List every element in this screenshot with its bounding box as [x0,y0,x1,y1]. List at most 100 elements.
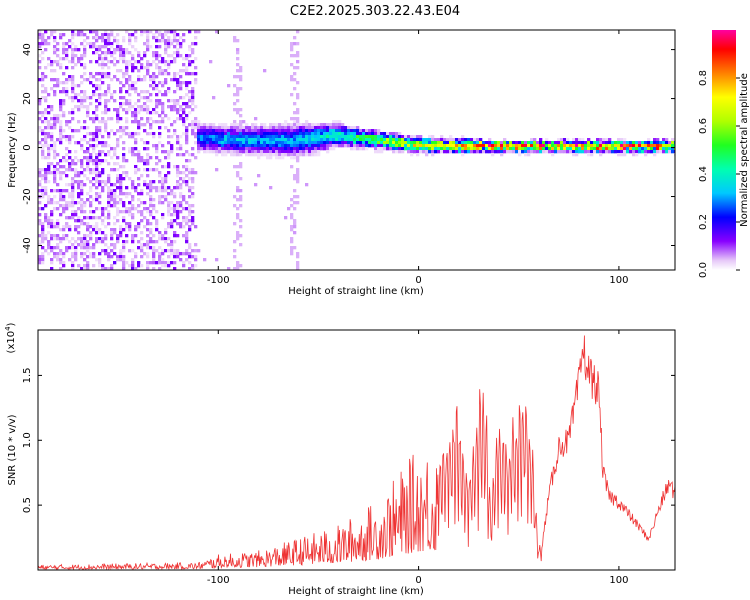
heatmap-cell [53,150,57,154]
heatmap-cell [155,87,159,91]
heatmap-cell [113,36,117,40]
heatmap-cell [95,99,99,103]
heatmap-cell [296,174,300,178]
heatmap-cell [98,264,102,268]
heatmap-cell [107,198,111,202]
heatmap-cell [239,219,243,223]
heatmap-cell [71,129,75,133]
heatmap-cell [137,51,141,55]
heatmap-cell [59,171,63,175]
heatmap-cell [497,141,501,145]
heatmap-cell [74,210,78,214]
heatmap-cell [233,132,237,136]
heatmap-cell [47,198,51,202]
heatmap-cell [179,117,183,121]
heatmap-cell [158,198,162,202]
heatmap-cell [293,126,297,130]
heatmap-cell [71,168,75,172]
heatmap-cell [203,141,207,145]
heatmap-cell [125,240,129,244]
heatmap-cell [131,237,135,241]
heatmap-cell [176,168,180,172]
heatmap-cell [269,186,273,190]
heatmap-cell [155,51,159,55]
heatmap-cell [107,258,111,262]
heatmap-cell [344,141,348,145]
heatmap-cell [254,183,258,187]
heatmap-cell [185,258,189,262]
heatmap-cell [125,207,129,211]
heatmap-cell [83,90,87,94]
heatmap-cell [488,144,492,148]
heatmap-cell [440,138,444,142]
heatmap-cell [140,156,144,160]
heatmap-cell [311,132,315,136]
heatmap-cell [548,141,552,145]
heatmap-cell [269,147,273,151]
heatmap-cell [359,141,363,145]
heatmap-cell [278,141,282,145]
heatmap-cell [116,168,120,172]
heatmap-cell [563,147,567,151]
heatmap-cell [95,87,99,91]
heatmap-cell [278,147,282,151]
heatmap-cell [230,147,234,151]
heatmap-cell [647,138,651,142]
heatmap-cell [194,78,198,82]
heatmap-cell [137,99,141,103]
heatmap-cell [239,126,243,130]
heatmap-cell [47,165,51,169]
heatmap-cell [152,255,156,259]
heatmap-cell [395,141,399,145]
heatmap-cell [128,42,132,46]
heatmap-cell [101,63,105,67]
heatmap-cell [89,60,93,64]
heatmap-cell [134,255,138,259]
heatmap-cell [572,138,576,142]
heatmap-cell [194,132,198,136]
heatmap-cell [296,150,300,154]
heatmap-cell [254,132,258,136]
heatmap-cell [155,186,159,190]
heatmap-cell [518,141,522,145]
heatmap-cell [608,150,612,154]
heatmap-cell [119,105,123,109]
heatmap-cell [86,228,90,232]
heatmap-cell [104,126,108,130]
heatmap-cell [494,141,498,145]
heatmap-cell [50,237,54,241]
heatmap-cell [233,222,237,226]
heatmap-cell [623,144,627,148]
spectrogram-x-label: Height of straight line (km) [288,286,424,297]
heatmap-cell [83,96,87,100]
heatmap-cell [461,141,465,145]
heatmap-cell [62,237,66,241]
heatmap-cell [248,150,252,154]
heatmap-cell [155,99,159,103]
heatmap-cell [620,153,624,157]
heatmap-cell [47,120,51,124]
heatmap-cell [62,135,66,139]
heatmap-cell [290,138,294,142]
heatmap-cell [287,129,291,133]
heatmap-cell [68,204,72,208]
heatmap-cell [296,168,300,172]
heatmap-cell [53,153,57,157]
heatmap-cell [308,147,312,151]
heatmap-cell [443,144,447,148]
heatmap-cell [527,141,531,145]
heatmap-cell [368,135,372,139]
heatmap-cell [80,198,84,202]
heatmap-cell [86,42,90,46]
heatmap-cell [167,90,171,94]
heatmap-cell [461,147,465,151]
heatmap-cell [125,195,129,199]
heatmap-cell [74,180,78,184]
heatmap-cell [41,96,45,100]
heatmap-cell [98,261,102,265]
heatmap-cell [470,138,474,142]
heatmap-cell [137,261,141,265]
heatmap-cell [62,171,66,175]
heatmap-cell [95,192,99,196]
heatmap-cell [644,141,648,145]
